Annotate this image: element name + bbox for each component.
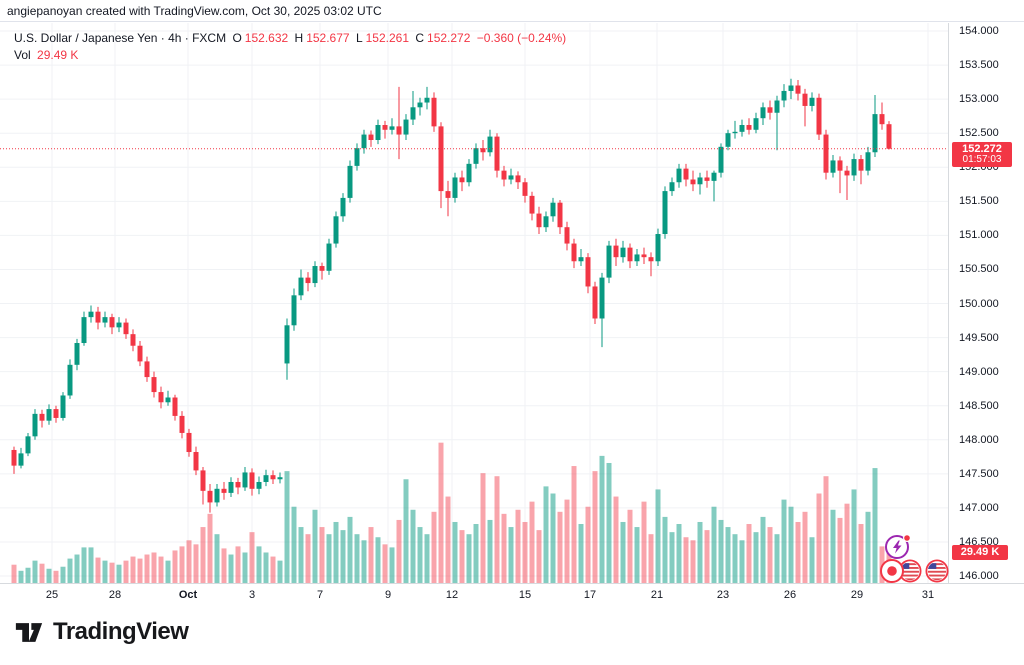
time-axis-label: 26: [783, 589, 797, 601]
symbol-legend: U.S. Dollar / Japanese Yen · 4h · FXCM O…: [14, 30, 569, 63]
price-axis[interactable]: 152.272 01:57:03 29.49 K 154.000 153.500 1…: [948, 23, 1024, 583]
price-axis-label: 150.500: [959, 263, 999, 276]
price-axis-label: 147.000: [959, 501, 999, 514]
time-axis-label: 28: [108, 589, 122, 601]
time-axis-label: 31: [921, 589, 935, 601]
time-axis-label: 17: [583, 589, 597, 601]
volume-value: 29.49 K: [37, 48, 79, 62]
lightning-event-icon[interactable]: [883, 531, 913, 561]
ohlc-close-value: 152.272: [427, 31, 471, 45]
price-axis-label: 149.500: [959, 331, 999, 344]
symbol-title: U.S. Dollar / Japanese Yen · 4h · FXCM: [14, 31, 227, 45]
price-axis-label: 151.000: [959, 229, 999, 242]
price-chart-pane[interactable]: U.S. Dollar / Japanese Yen · 4h · FXCM O…: [0, 23, 949, 584]
ohlc-close-label: C: [415, 31, 425, 45]
tradingview-logo-icon: [15, 622, 43, 642]
us-flag-event-icon[interactable]: [898, 559, 922, 583]
price-axis-label: 153.500: [959, 59, 999, 72]
time-axis-label: 7: [316, 589, 324, 601]
price-axis-label: 148.000: [959, 433, 999, 446]
attribution-text: angiepanoyan created with TradingView.co…: [7, 4, 382, 18]
ohlc-high-label: H: [294, 31, 304, 45]
ohlc-high-value: 152.677: [306, 31, 350, 45]
time-axis-label: 25: [45, 589, 59, 601]
footer: TradingView: [0, 605, 1024, 665]
price-axis-label: 153.000: [959, 93, 999, 106]
price-axis-label: 147.500: [959, 467, 999, 480]
tradingview-logo[interactable]: TradingView: [14, 618, 189, 646]
last-price-tag: 152.272 01:57:03: [952, 141, 1012, 167]
last-price-value: 152.272: [962, 142, 1002, 155]
time-axis-label: 3: [248, 589, 256, 601]
price-axis-label: 151.500: [959, 195, 999, 208]
price-axis-label: 154.000: [959, 25, 999, 37]
time-axis[interactable]: 25 28 Oct 3 7 9 12 15 17 21 23 26 29 31: [0, 583, 1024, 605]
time-axis-label: 9: [384, 589, 392, 601]
candlestick-chart[interactable]: [0, 23, 948, 583]
change-value: −0.360 (−0.24%): [476, 31, 567, 45]
tradingview-logo-text: TradingView: [53, 618, 189, 645]
event-dot-icon[interactable]: [879, 558, 905, 584]
time-axis-label: 23: [716, 589, 730, 601]
candle-layer: [11, 78, 892, 513]
time-axis-label: 21: [650, 589, 664, 601]
price-axis-label: 149.000: [959, 365, 999, 378]
volume-layer: [11, 442, 892, 583]
ohlc-low-label: L: [355, 31, 363, 45]
ohlc-open-label: O: [232, 31, 242, 45]
time-axis-label: 15: [518, 589, 532, 601]
volume-tag: 29.49 K: [952, 545, 1008, 560]
volume-label: Vol: [14, 48, 31, 62]
bar-countdown: 01:57:03: [962, 153, 1002, 165]
price-axis-label: 146.000: [959, 570, 999, 582]
price-axis-label: 150.000: [959, 297, 999, 310]
ohlc-open-value: 152.632: [244, 31, 289, 45]
grid-layer: [0, 23, 948, 583]
time-axis-label: 29: [850, 589, 864, 601]
time-axis-label: 12: [445, 589, 459, 601]
price-axis-label: 148.500: [959, 399, 999, 412]
attribution-bar: angiepanoyan created with TradingView.co…: [0, 0, 1024, 22]
ohlc-low-value: 152.261: [365, 31, 410, 45]
us-flag-event-icon[interactable]: [925, 559, 949, 583]
price-axis-label: 146.500: [959, 535, 999, 548]
time-axis-label: Oct: [178, 589, 198, 601]
price-axis-label: 152.500: [959, 127, 999, 140]
